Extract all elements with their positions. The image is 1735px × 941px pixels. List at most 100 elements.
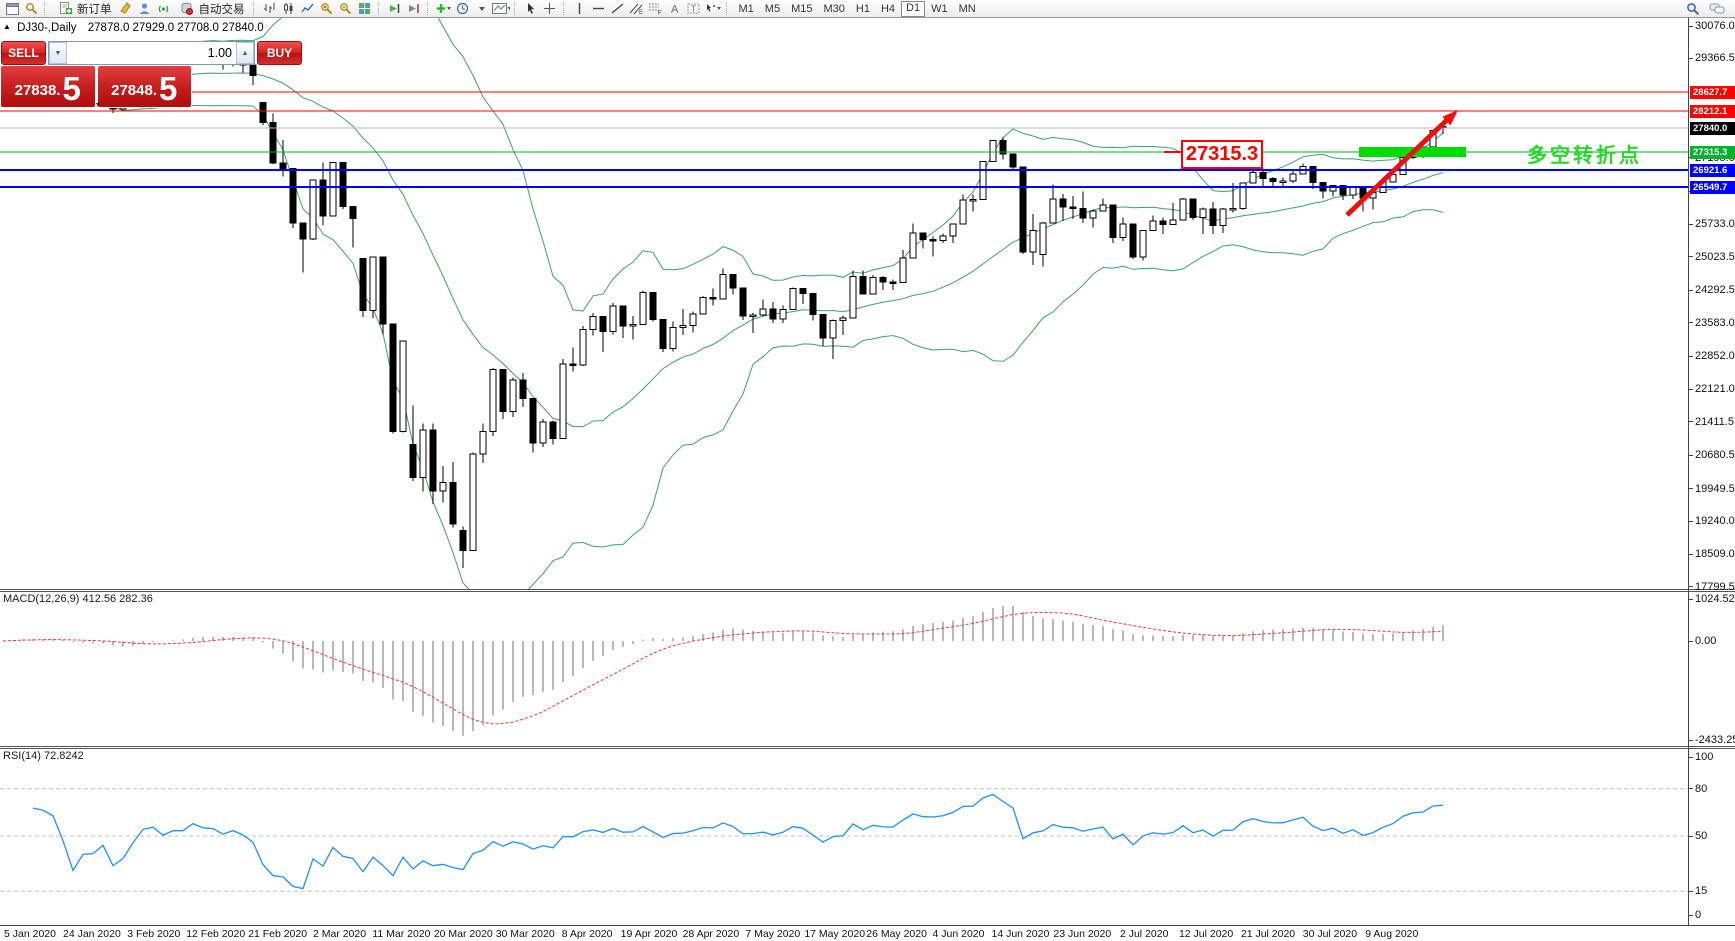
price-badge: 26921.6: [1690, 163, 1735, 177]
axis-tick-label: 80: [1695, 782, 1708, 795]
axis-tick-mark: [1689, 57, 1693, 59]
trade-panel-toggle[interactable]: ▾: [96, 100, 101, 109]
date-label: 14 Jun 2020: [991, 928, 1050, 940]
templates-icon[interactable]: [491, 1, 510, 16]
buy-button[interactable]: BUY: [257, 41, 302, 65]
candle-chart-icon[interactable]: [280, 1, 298, 16]
trendline-icon[interactable]: [609, 1, 627, 16]
crosshair-icon[interactable]: [541, 1, 559, 16]
tab-timeframe-mn[interactable]: MN: [958, 2, 976, 15]
tab-timeframe-m30[interactable]: M30: [823, 2, 845, 15]
horizontal-line-icon[interactable]: [590, 1, 608, 16]
objects-dropdown-icon[interactable]: [473, 1, 491, 16]
macd-canvas[interactable]: [0, 592, 1688, 746]
zoom-out-icon[interactable]: [337, 1, 355, 16]
date-label: 3 Feb 2020: [127, 928, 181, 940]
date-label: 4 Jun 2020: [932, 928, 985, 940]
line-chart-icon[interactable]: [299, 1, 317, 16]
pane-splitter[interactable]: [0, 589, 1735, 592]
new-order-label: 新订单: [77, 3, 112, 16]
svg-text:F: F: [658, 11, 662, 16]
tile-windows-icon[interactable]: [356, 1, 374, 16]
toolbar-separator: [426, 2, 431, 15]
autotrading-button[interactable]: 自动交易: [174, 1, 249, 16]
date-label: 17 May 2020: [804, 928, 866, 940]
bar-chart-icon[interactable]: [261, 1, 279, 16]
axis-tick-mark: [1689, 890, 1693, 892]
date-label: 7 May 2020: [745, 928, 801, 940]
signals-icon[interactable]: [155, 1, 173, 16]
axis-tick-mark: [1689, 914, 1693, 916]
axis-tick-mark: [1689, 598, 1693, 600]
market-icon[interactable]: [136, 1, 154, 16]
rsi-pane[interactable]: RSI(14) 72.8242: [0, 749, 1735, 925]
main-chart-pane[interactable]: ▲ DJ30-,Daily 27878.0 27929.0 27708.0 27…: [0, 18, 1735, 589]
axis-tick-label: 25023.5: [1695, 250, 1735, 263]
window-icon[interactable]: [3, 1, 21, 16]
axis-tick-mark: [1689, 421, 1693, 423]
volume-decrease-button[interactable]: ▼: [49, 42, 67, 64]
buy-price-pip: 5: [159, 70, 178, 107]
autotrading-icon: [178, 1, 196, 16]
zoom-in-icon[interactable]: [318, 1, 336, 16]
tab-timeframe-m15[interactable]: M15: [791, 2, 813, 15]
main-chart-canvas[interactable]: [0, 18, 1688, 589]
date-label: 5 Jan 2020: [4, 928, 56, 940]
tab-timeframe-m5[interactable]: M5: [764, 2, 781, 15]
date-label: 30 Mar 2020: [495, 928, 555, 940]
rsi-canvas[interactable]: [0, 749, 1688, 925]
date-label: 2 Jul 2020: [1119, 928, 1169, 940]
sell-price-display[interactable]: 27838. 5: [1, 66, 95, 107]
axis-tick-mark: [1689, 756, 1693, 758]
sell-button[interactable]: SELL: [1, 41, 46, 65]
volume-input[interactable]: [67, 42, 236, 64]
axis-tick-mark: [1689, 322, 1693, 324]
text-icon[interactable]: A: [666, 1, 684, 16]
fibonacci-icon[interactable]: F: [647, 1, 665, 16]
channel-icon[interactable]: E: [628, 1, 646, 16]
axis-tick-label: 50: [1695, 830, 1708, 842]
date-label: 2 Mar 2020: [312, 928, 367, 940]
turning-point-note[interactable]: 多空转折点: [1527, 145, 1642, 167]
clock-icon[interactable]: [454, 1, 472, 16]
tab-timeframe-m1[interactable]: M1: [738, 2, 754, 15]
pane-splitter[interactable]: [0, 746, 1735, 749]
date-label: 23 Jun 2020: [1053, 928, 1112, 940]
volume-increase-button[interactable]: ▲: [236, 42, 254, 64]
time-axis[interactable]: 5 Jan 2020 24 Jan 2020 3 Feb 2020 12 Feb 20…: [0, 925, 1735, 941]
toolbar-separator: [377, 2, 382, 15]
search-icon[interactable]: [1684, 1, 1702, 16]
new-window-icon[interactable]: [435, 1, 453, 16]
axis-tick-mark: [1689, 788, 1693, 790]
macd-pane[interactable]: MACD(12,26,9) 412.56 282.36: [0, 592, 1735, 746]
chat-icon[interactable]: [1708, 1, 1726, 16]
macd-label: MACD(12,26,9) 412.56 282.36: [3, 593, 153, 605]
styler-icon[interactable]: [117, 1, 135, 16]
svg-text:T: T: [691, 5, 696, 14]
price-axis[interactable]: 30076.029366.527195.026464.025733.025023…: [1688, 18, 1735, 925]
new-order-button[interactable]: 新订单: [52, 1, 116, 16]
axis-tick-mark: [1689, 355, 1693, 357]
buy-price-display[interactable]: 27848. 5: [97, 66, 191, 107]
chart-shift-icon[interactable]: [405, 1, 423, 16]
collapse-arrow-icon[interactable]: ▲: [3, 22, 11, 31]
auto-scroll-icon[interactable]: [386, 1, 404, 16]
toolbar-separator: [725, 2, 730, 15]
axis-tick-mark: [1689, 640, 1693, 642]
text-label-icon[interactable]: T: [685, 1, 703, 16]
axis-tick-label: 0: [1695, 909, 1702, 921]
one-click-trading-panel: SELL ▼ ▲ BUY 27838. 5 27848. 5: [0, 40, 302, 108]
vertical-line-icon[interactable]: [571, 1, 589, 16]
tab-timeframe-h1[interactable]: H1: [855, 2, 870, 15]
arrows-tool-icon[interactable]: [704, 1, 722, 16]
price-callout-annotation[interactable]: 27315.3: [1181, 140, 1263, 169]
toolbar-separator: [252, 2, 257, 15]
profiles-icon[interactable]: [22, 1, 40, 16]
tab-timeframe-d1[interactable]: D1: [901, 0, 926, 17]
tab-timeframe-h4[interactable]: H4: [880, 2, 895, 15]
tab-timeframe-w1[interactable]: W1: [931, 2, 948, 15]
axis-tick-label: 18509.0: [1695, 548, 1735, 561]
axis-tick-mark: [1689, 553, 1693, 555]
cursor-icon[interactable]: [522, 1, 540, 16]
price-badge: 28627.7: [1690, 85, 1735, 99]
